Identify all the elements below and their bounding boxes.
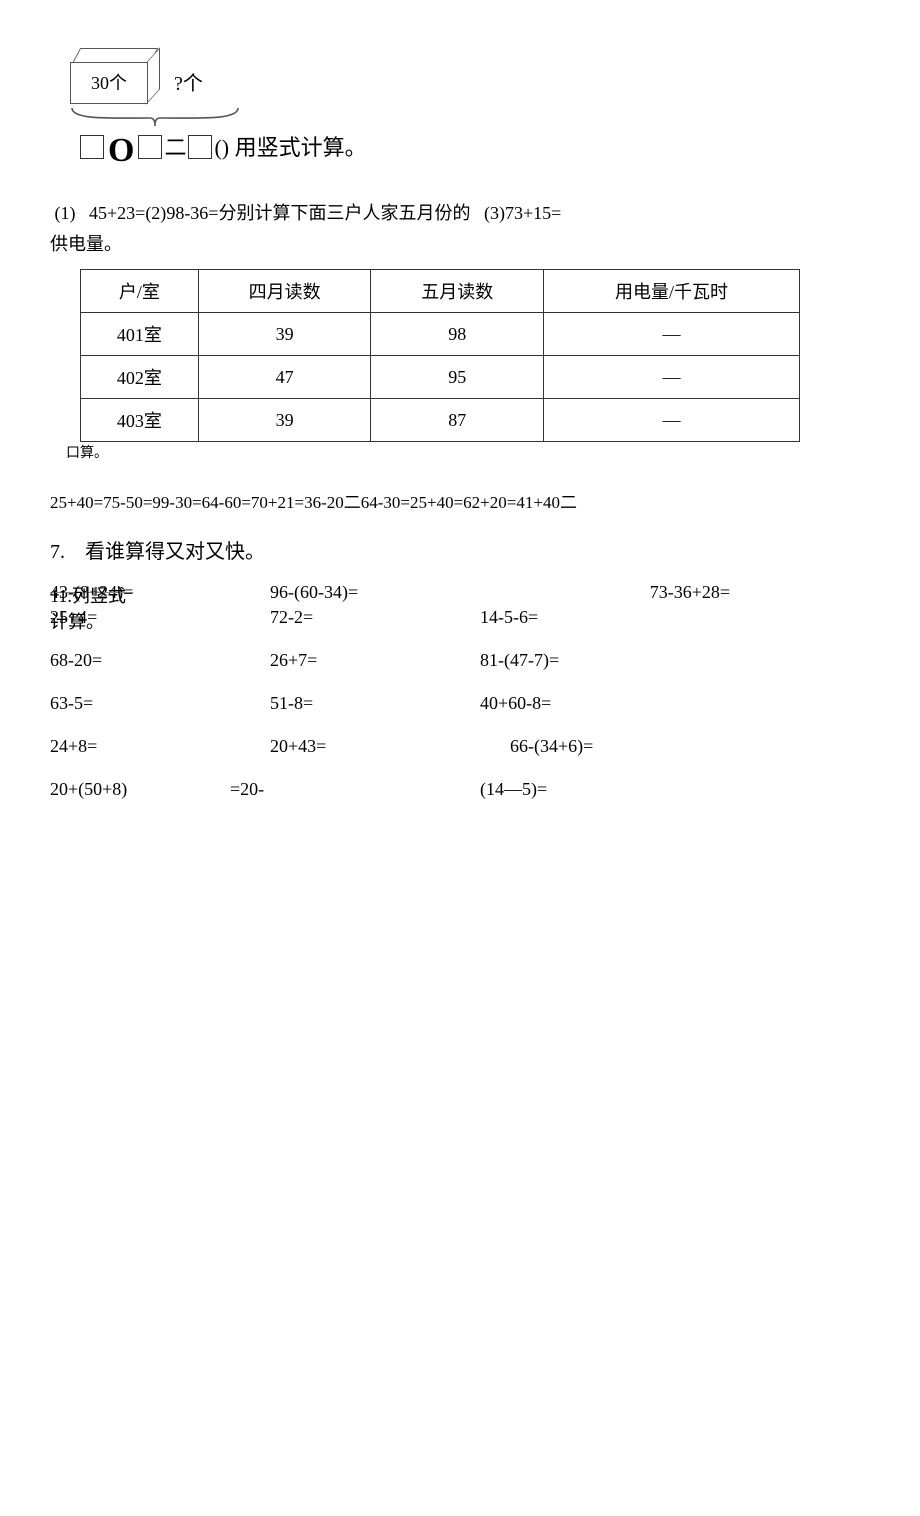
- formula-tail: 用竖式计算。: [235, 135, 367, 160]
- blank-box-icon: [188, 135, 212, 159]
- cell: 72-2=: [270, 607, 480, 628]
- grid-row: 25+4= 72-2= 14-5-6=: [50, 607, 870, 628]
- cell-room: 401室: [81, 313, 199, 356]
- equation-chain: 25+40=75-50=99-30=64-60=70+21=36-20二64-3…: [50, 488, 870, 513]
- p3-expr: 73+15=: [505, 203, 561, 223]
- grid-row: 20+(50+8) =20- (14—5)=: [50, 779, 870, 800]
- overlay-layer: 11.列竖式计算。: [50, 582, 133, 634]
- problem-line: (1) 45+23=(2)98-36=分别计算下面三户人家五月份的 (3)73+…: [50, 198, 870, 259]
- electricity-table: 户/室 四月读数 五月读数 用电量/千瓦时 401室 39 98 — 402室 …: [80, 269, 800, 442]
- p1-label: (1): [55, 203, 76, 223]
- cell: (14—5)=: [480, 779, 730, 800]
- cell: 63-5=: [50, 693, 270, 714]
- col-apr: 四月读数: [198, 270, 371, 313]
- table-header-row: 户/室 四月读数 五月读数 用电量/千瓦时: [81, 270, 800, 313]
- arithmetic-grid: 43-(8+24)= 11.列竖式计算。 96-(60-34)= 73-36+2…: [50, 582, 870, 800]
- cell: 73-36+28=: [480, 582, 790, 603]
- cell: 51-8=: [270, 693, 480, 714]
- tail-text: 供电量。: [50, 234, 122, 254]
- equals-glyph: 二: [164, 135, 186, 160]
- overlapped-text: 43-(8+24)= 11.列竖式计算。: [50, 582, 133, 603]
- cell-apr: 39: [198, 313, 371, 356]
- blank-box-icon: [80, 135, 104, 159]
- grid-row: 68-20= 26+7= 81-(47-7)=: [50, 650, 870, 671]
- cell: 96-(60-34)=: [270, 582, 480, 603]
- grid-row: 63-5= 51-8= 40+60-8=: [50, 693, 870, 714]
- cell-may: 87: [371, 399, 544, 442]
- blank-box-icon: [138, 135, 162, 159]
- col-use: 用电量/千瓦时: [544, 270, 800, 313]
- paren-glyph: (): [214, 135, 229, 160]
- cell: 20+(50+8): [50, 779, 230, 800]
- formula-line: O 二 () 用竖式计算。: [78, 130, 870, 170]
- cell-room: 403室: [81, 399, 199, 442]
- p2-expr: 98-36=: [166, 203, 218, 223]
- cell-use: —: [544, 313, 800, 356]
- col-room: 户/室: [81, 270, 199, 313]
- cell-apr: 47: [198, 356, 371, 399]
- cell: 81-(47-7)=: [480, 650, 730, 671]
- below-table-note: 口算。: [66, 442, 870, 462]
- box-3d: 30个: [70, 48, 160, 106]
- table-row: 403室 39 87 —: [81, 399, 800, 442]
- p3-label: (3): [484, 203, 505, 223]
- cell-use: —: [544, 356, 800, 399]
- table-row: 402室 47 95 —: [81, 356, 800, 399]
- section-7-title: 7. 看谁算得又对又快。: [50, 535, 870, 564]
- diagram-box-question: 30个 ?个 O 二 () 用竖式计算。: [70, 48, 870, 170]
- col-may: 五月读数: [371, 270, 544, 313]
- cell: 24+8=: [50, 736, 270, 757]
- table-row: 401室 39 98 —: [81, 313, 800, 356]
- under-brace: [70, 106, 240, 128]
- grid-row: 24+8= 20+43= 66-(34+6)=: [50, 736, 870, 757]
- cell-apr: 39: [198, 399, 371, 442]
- middle-text: 分别计算下面三户人家五月份的: [218, 203, 470, 223]
- cell: 40+60-8=: [480, 693, 730, 714]
- cell: 26+7=: [270, 650, 480, 671]
- cell: 20+43=: [270, 736, 480, 757]
- cell: 14-5-6=: [480, 607, 730, 628]
- grid-row: 43-(8+24)= 11.列竖式计算。 96-(60-34)= 73-36+2…: [50, 582, 870, 603]
- box-label: 30个: [70, 62, 148, 104]
- circle-op-icon: O: [108, 132, 134, 169]
- question-label: ?个: [174, 67, 203, 106]
- cell-may: 95: [371, 356, 544, 399]
- cell-use: —: [544, 399, 800, 442]
- cell-room: 402室: [81, 356, 199, 399]
- cell-may: 98: [371, 313, 544, 356]
- cell: 66-(34+6)=: [480, 736, 760, 757]
- p1-expr: 45+23=: [89, 203, 145, 223]
- cell: 68-20=: [50, 650, 270, 671]
- p2-label: (2): [145, 203, 166, 223]
- cell: =20-: [230, 779, 480, 800]
